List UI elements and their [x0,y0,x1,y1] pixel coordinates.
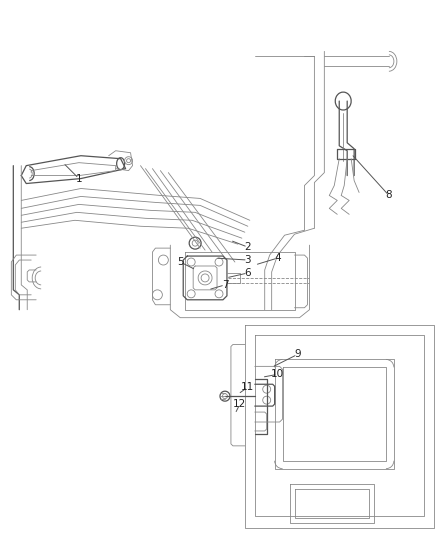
Text: 7: 7 [221,280,228,290]
Text: 5: 5 [177,257,183,267]
Text: 10: 10 [270,369,283,379]
Text: 12: 12 [233,399,246,409]
Text: 9: 9 [293,350,300,359]
Text: 2: 2 [244,242,251,252]
Text: 11: 11 [240,382,254,392]
Text: 3: 3 [244,255,251,265]
Text: 1: 1 [75,174,82,183]
Text: 8: 8 [385,190,391,200]
Text: 4: 4 [274,253,280,263]
Text: 6: 6 [244,268,251,278]
